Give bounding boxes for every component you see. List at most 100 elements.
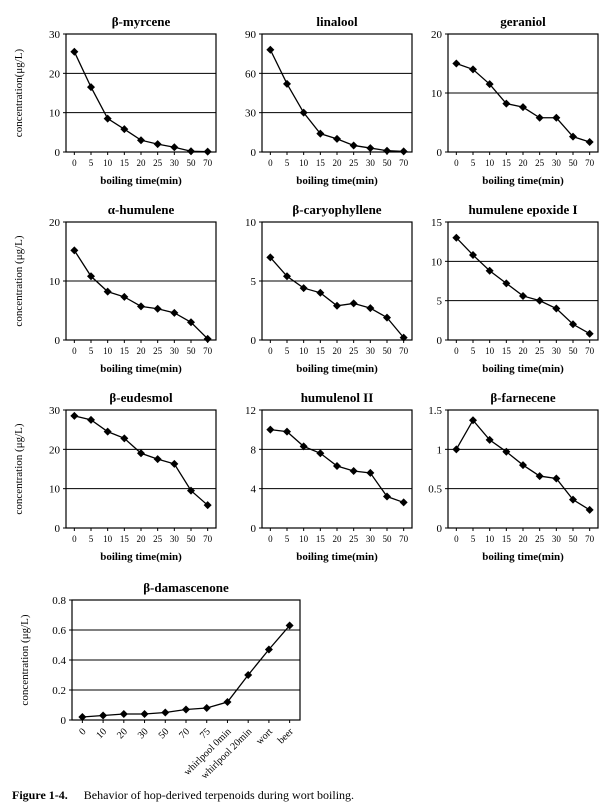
x-tick-label: 25 [153, 346, 163, 356]
y-tick-label: 10 [49, 276, 61, 288]
data-point [585, 329, 594, 338]
x-tick-label: 20 [333, 158, 343, 168]
data-point [316, 129, 325, 138]
x-tick-label: 30 [366, 534, 376, 544]
x-tick-label: 15 [316, 346, 326, 356]
data-point [120, 434, 129, 443]
data-point [103, 114, 112, 123]
x-tick-label: 25 [535, 158, 545, 168]
data-point [137, 136, 145, 145]
x-tick-label: 10 [299, 346, 309, 356]
x-tick-label: 0 [454, 534, 459, 544]
chart-title: humulenol II [301, 390, 374, 405]
data-point [283, 427, 291, 436]
y-tick-label: 0 [55, 335, 61, 347]
y-tick-label: 10 [49, 484, 61, 496]
y-tick-label: 0 [55, 147, 61, 159]
x-tick-label: 25 [153, 158, 163, 168]
x-tick-label: 5 [471, 158, 476, 168]
y-tick-label: 90 [245, 29, 257, 41]
data-point [585, 137, 594, 146]
data-point [333, 462, 341, 471]
data-point [366, 304, 375, 313]
data-point [519, 291, 527, 300]
data-point [399, 147, 408, 156]
data-point [316, 449, 325, 458]
data-point [519, 103, 527, 112]
x-tick-label: 0 [77, 726, 88, 737]
x-tick-label: 0 [268, 158, 273, 168]
x-tick-label: 25 [349, 346, 359, 356]
y-tick-label: 0 [437, 147, 443, 159]
y-tick-label: 0 [251, 523, 257, 535]
data-point [103, 427, 112, 436]
chart-linalool: linalool 0 30 60 90 0 5 10 15 20 25 30 50 70 boiling t… [245, 14, 413, 187]
data-point [502, 99, 511, 108]
x-tick-label: 30 [366, 158, 376, 168]
x-tick-label: 70 [399, 158, 409, 168]
y-tick-label: 15 [431, 217, 443, 229]
data-point [569, 495, 577, 504]
data-point [170, 308, 179, 317]
x-tick-label: 0 [268, 534, 273, 544]
x-tick-label: 0 [454, 346, 459, 356]
data-point [170, 459, 179, 468]
series-line [455, 237, 590, 335]
data-point [244, 671, 253, 679]
data-point [120, 292, 129, 301]
plot-frame [65, 409, 217, 529]
chart-caryophyllene: β-caryophyllene 0 5 10 0 5 10 15 20 25 30 50 70 boili… [245, 202, 413, 375]
y-tick-label: 5 [437, 296, 443, 308]
data-point [137, 449, 145, 458]
data-point [333, 301, 341, 310]
data-point [535, 472, 544, 481]
x-tick-label: 30 [136, 726, 151, 741]
y-tick-label: 8 [251, 444, 257, 456]
x-tick-label: 10 [103, 158, 113, 168]
data-point [569, 320, 577, 329]
chart-title: α-humulene [108, 202, 175, 217]
y-tick-label: 0 [61, 715, 67, 727]
data-point [366, 468, 375, 477]
x-tick-label: 20 [333, 534, 343, 544]
data-point [170, 143, 179, 152]
x-tick-label: 30 [552, 346, 562, 356]
y-tick-label: 4 [251, 484, 257, 496]
x-tick-label: 5 [285, 346, 290, 356]
x-tick-label: 5 [471, 534, 476, 544]
data-point [452, 59, 461, 68]
data-point [203, 147, 212, 156]
x-tick-label: 0 [72, 534, 77, 544]
series-line [74, 415, 209, 506]
data-point [120, 125, 129, 134]
x-tick-label: 20 [115, 726, 130, 741]
x-tick-label: 50 [383, 346, 393, 356]
data-point [137, 302, 145, 311]
data-point [87, 415, 95, 424]
x-tick-label: 5 [285, 534, 290, 544]
x-tick-label: 30 [170, 534, 180, 544]
data-point [153, 304, 162, 313]
data-point [535, 296, 544, 305]
data-point [469, 416, 477, 425]
series-line [269, 256, 405, 339]
data-point [485, 80, 494, 89]
x-tick-label: 50 [157, 726, 172, 741]
y-tick-label: 30 [49, 405, 61, 417]
data-point [349, 141, 358, 150]
data-point [161, 708, 170, 717]
x-tick-label: 5 [89, 534, 94, 544]
data-point [266, 425, 275, 434]
data-point [187, 147, 195, 156]
y-tick-label: 30 [245, 108, 257, 120]
data-point [182, 705, 190, 714]
x-tick-label: 15 [316, 158, 326, 168]
x-tick-label: 0 [454, 158, 459, 168]
x-axis-label: boiling time(min) [296, 551, 378, 563]
series-line [456, 62, 590, 143]
data-point [552, 113, 561, 122]
y-axis-label: concentration (μg/L) [13, 423, 25, 514]
x-tick-label: 20 [519, 534, 529, 544]
y-tick-label: 0.4 [52, 655, 66, 667]
chart-title: linalool [316, 14, 358, 29]
